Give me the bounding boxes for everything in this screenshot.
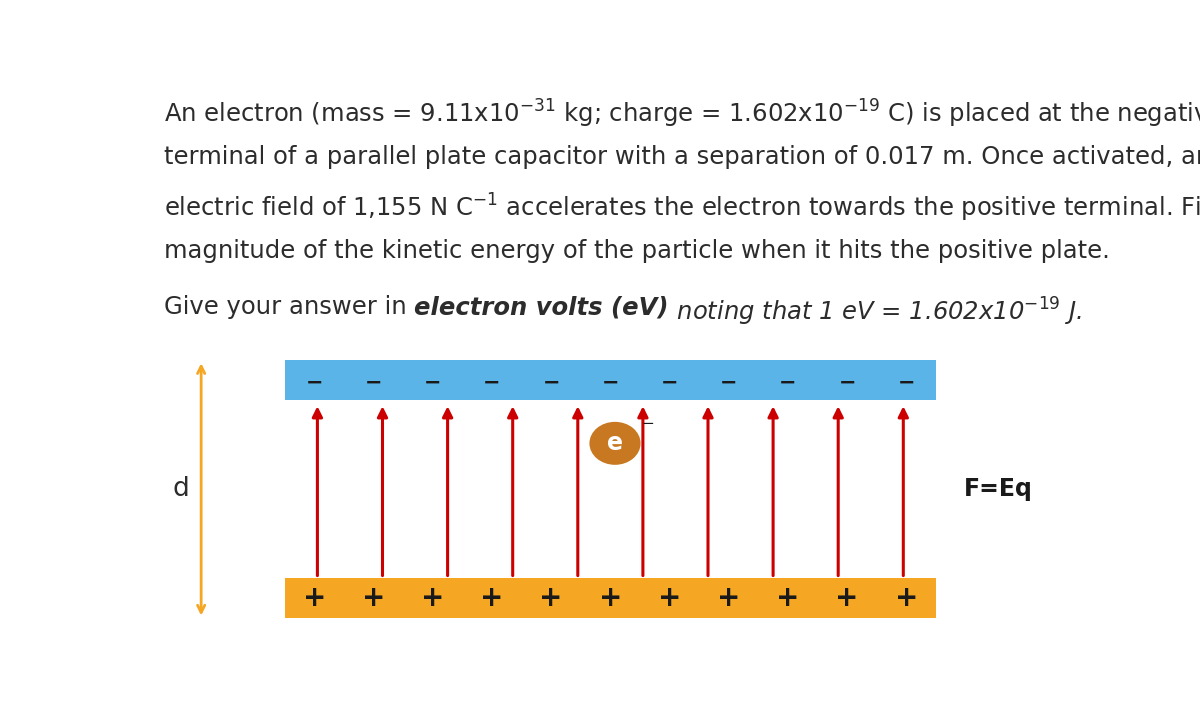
Text: +: +	[362, 585, 385, 612]
Text: +: +	[599, 585, 622, 612]
Text: −: −	[601, 372, 619, 392]
Text: electron volts (eV): electron volts (eV)	[414, 295, 668, 319]
Text: F=Eq: F=Eq	[964, 477, 1033, 501]
Bar	[284, 578, 936, 618]
Text: +: +	[658, 585, 682, 612]
Text: −: −	[641, 416, 654, 431]
Text: +: +	[302, 585, 326, 612]
Text: −: −	[898, 372, 916, 392]
Text: −: −	[424, 372, 442, 392]
Text: noting that 1 eV = 1.602x10$^{-19}$ J.: noting that 1 eV = 1.602x10$^{-19}$ J.	[668, 295, 1081, 328]
Text: +: +	[776, 585, 799, 612]
Text: −: −	[306, 372, 323, 392]
Text: +: +	[835, 585, 859, 612]
Text: +: +	[540, 585, 563, 612]
Text: +: +	[480, 585, 504, 612]
Text: magnitude of the kinetic energy of the particle when it hits the positive plate.: magnitude of the kinetic energy of the p…	[164, 239, 1110, 263]
Text: +: +	[718, 585, 740, 612]
Bar	[284, 360, 936, 400]
Text: +: +	[421, 585, 444, 612]
Text: −: −	[542, 372, 560, 392]
Text: d: d	[173, 476, 190, 503]
Text: −: −	[779, 372, 797, 392]
Text: −: −	[365, 372, 383, 392]
Text: e: e	[607, 431, 623, 456]
Text: Give your answer in: Give your answer in	[164, 295, 414, 319]
Text: −: −	[720, 372, 738, 392]
Text: −: −	[484, 372, 500, 392]
Text: −: −	[839, 372, 856, 392]
Text: +: +	[894, 585, 918, 612]
Text: terminal of a parallel plate capacitor with a separation of 0.017 m. Once activa: terminal of a parallel plate capacitor w…	[164, 145, 1200, 169]
Text: −: −	[661, 372, 678, 392]
Ellipse shape	[589, 422, 641, 465]
Text: An electron (mass = 9.11x10$^{-31}$ kg; charge = 1.602x10$^{-19}$ C) is placed a: An electron (mass = 9.11x10$^{-31}$ kg; …	[164, 98, 1200, 130]
Text: electric field of 1,155 N C$^{-1}$ accelerates the electron towards the positive: electric field of 1,155 N C$^{-1}$ accel…	[164, 192, 1200, 224]
